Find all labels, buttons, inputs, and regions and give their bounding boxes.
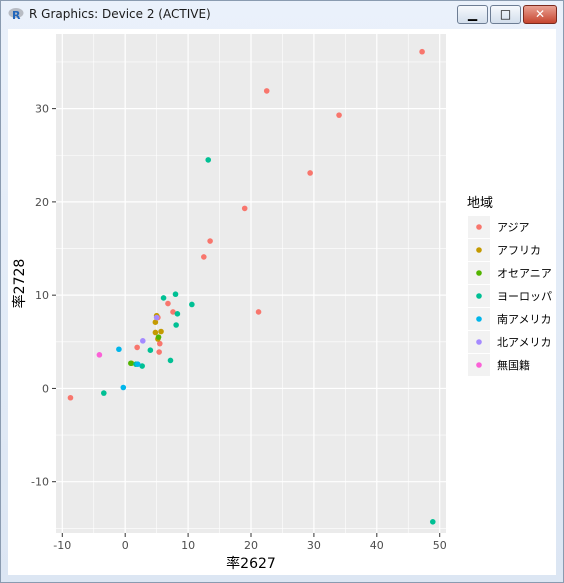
data-point	[263, 88, 270, 94]
data-point	[189, 301, 195, 308]
legend-label: アフリカ	[497, 244, 541, 257]
legend-title: 地域	[467, 196, 493, 211]
data-point	[167, 357, 174, 364]
data-point	[201, 254, 207, 260]
close-button[interactable]: ✕	[523, 5, 557, 24]
data-point	[134, 361, 141, 367]
scatter-plot: -10 0 10 20 30 40 50 -10 0 10 20 30 率2627 率2728 地域アジアア…	[11, 34, 552, 572]
data-point	[429, 519, 436, 525]
x-axis-title: 率2627	[226, 555, 276, 572]
legend-label: ヨーロッパ	[497, 290, 552, 303]
legend-swatch	[476, 339, 482, 345]
data-point	[153, 314, 160, 321]
data-point	[174, 311, 181, 317]
legend-label: 南アメリカ	[497, 313, 551, 326]
data-point	[147, 347, 154, 353]
x-tick-label: 40	[370, 539, 384, 552]
maximize-button[interactable]: □	[490, 5, 521, 24]
x-tick-label: 0	[122, 539, 129, 552]
data-point	[165, 300, 171, 307]
data-point	[255, 309, 262, 315]
data-point	[336, 112, 342, 118]
data-point	[139, 363, 145, 369]
data-point	[172, 291, 179, 298]
legend-label: オセアニア	[497, 267, 552, 280]
x-tick-label: 20	[244, 539, 258, 552]
y-tick-label: 0	[42, 382, 49, 395]
x-tick-label: 10	[181, 539, 195, 552]
data-point	[307, 170, 313, 176]
r-logo-icon: R	[8, 8, 24, 22]
legend-label: アジア	[497, 221, 530, 234]
data-point	[67, 394, 74, 401]
x-tick-label: 30	[307, 539, 321, 552]
x-tick-label: 50	[433, 539, 447, 552]
y-tick-label: 20	[35, 196, 49, 209]
minimize-button[interactable]: ▁	[457, 5, 488, 24]
y-tick-label: -10	[31, 476, 49, 489]
data-point	[155, 334, 162, 340]
data-point	[128, 360, 134, 367]
data-point	[158, 328, 164, 335]
data-point	[156, 340, 163, 347]
y-axis-title: 率2728	[11, 259, 28, 309]
data-point	[152, 329, 159, 336]
data-point	[419, 48, 425, 55]
legend-swatch	[476, 316, 482, 322]
data-point	[96, 352, 103, 358]
data-point	[205, 157, 212, 163]
data-point	[207, 238, 213, 244]
legend-swatch	[476, 293, 482, 299]
svg-text:R: R	[12, 9, 21, 22]
legend-swatch	[476, 270, 482, 276]
data-point	[173, 322, 179, 328]
y-tick-label: 10	[35, 289, 49, 302]
data-point	[116, 346, 122, 353]
legend-swatch	[476, 247, 482, 253]
legend-label: 北アメリカ	[497, 336, 551, 349]
legend-swatch	[476, 224, 482, 230]
data-point	[120, 384, 127, 391]
data-point	[101, 390, 107, 396]
minimize-icon: ▁	[467, 7, 478, 21]
y-tick-label: 30	[35, 103, 49, 116]
data-point	[156, 349, 162, 355]
data-point	[152, 319, 159, 326]
plot-area: -10 0 10 20 30 40 50 -10 0 10 20 30 率2627 率2728 地域 アジアア…	[8, 29, 556, 575]
legend-label: 無国籍	[497, 358, 530, 372]
window-title: R Graphics: Device 2 (ACTIVE)	[29, 7, 211, 21]
close-icon: ✕	[534, 7, 546, 21]
data-point	[160, 295, 167, 301]
x-tick-label: -10	[53, 539, 71, 552]
data-point	[134, 344, 140, 351]
title-bar[interactable]: R R Graphics: Device 2 (ACTIVE) ▁ □ ✕	[1, 1, 563, 29]
data-point	[140, 338, 146, 344]
maximize-icon: □	[499, 7, 512, 21]
legend-swatch	[476, 362, 482, 368]
data-point	[170, 309, 176, 315]
data-point	[241, 205, 248, 212]
